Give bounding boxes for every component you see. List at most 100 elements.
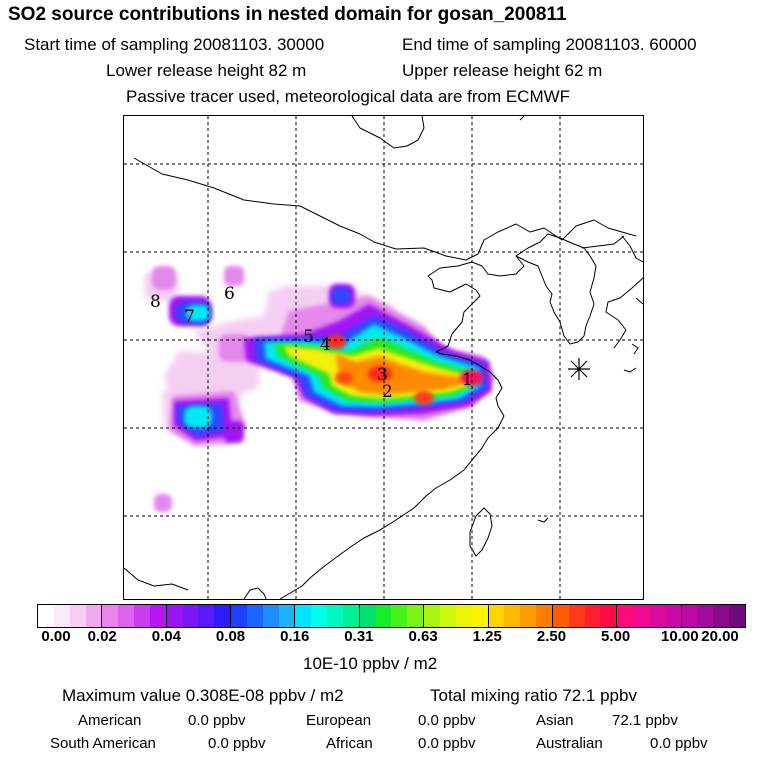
map-title: SO2 source contributions in nested domai… bbox=[8, 4, 567, 25]
legend-swatch bbox=[407, 605, 424, 627]
legend-swatch bbox=[375, 605, 392, 627]
source-label-1: 1 bbox=[462, 370, 473, 390]
legend-tick-label: 0.04 bbox=[151, 628, 181, 645]
legend-tick-label: 20.00 bbox=[701, 628, 739, 645]
tracer-note: Passive tracer used, meteorological data… bbox=[126, 87, 571, 106]
legend-swatch bbox=[102, 605, 119, 627]
source-label-5: 5 bbox=[303, 327, 314, 347]
coastline bbox=[124, 116, 643, 599]
legend-swatch bbox=[600, 605, 617, 627]
source-label-2: 2 bbox=[382, 382, 393, 402]
legend-interval bbox=[165, 605, 231, 627]
legend-interval bbox=[680, 605, 745, 627]
max-value: Maximum value 0.308E-08 ppbv / m2 bbox=[62, 686, 344, 705]
legend-interval bbox=[358, 605, 424, 627]
legend-swatch bbox=[295, 605, 312, 627]
legend-tick-label: 0.00 bbox=[41, 628, 71, 645]
legend-swatch bbox=[536, 605, 552, 627]
legend-tick-label: 0.63 bbox=[408, 628, 438, 645]
concentration-field bbox=[144, 266, 496, 512]
color-scale-legend bbox=[37, 604, 746, 628]
legend-swatch bbox=[633, 605, 649, 627]
legend-swatch bbox=[38, 605, 54, 627]
legend-interval bbox=[294, 605, 359, 627]
legend-interval bbox=[230, 605, 295, 627]
legend-swatch bbox=[455, 605, 472, 627]
legend-swatch bbox=[681, 605, 698, 627]
region-label-european: European bbox=[306, 712, 372, 729]
legend-swatch bbox=[440, 605, 456, 627]
legend-swatch bbox=[664, 605, 681, 627]
region-value-asian: 72.1 ppbv bbox=[612, 712, 678, 729]
legend-swatch bbox=[149, 605, 166, 627]
legend-swatch bbox=[182, 605, 199, 627]
legend-tick-label: 2.50 bbox=[536, 628, 567, 645]
legend-swatch bbox=[359, 605, 376, 627]
legend-swatch bbox=[504, 605, 521, 627]
legend-interval bbox=[38, 605, 102, 627]
region-value-american: 0.0 ppbv bbox=[188, 712, 246, 729]
region-value-european: 0.0 ppbv bbox=[418, 712, 476, 729]
source-label-7: 7 bbox=[184, 307, 195, 327]
legend-swatch bbox=[134, 605, 150, 627]
lower-release-height: Lower release height 82 m bbox=[106, 61, 307, 80]
legend-swatch bbox=[729, 605, 745, 627]
legend-swatch bbox=[69, 605, 86, 627]
upper-release-height: Upper release height 62 m bbox=[402, 61, 603, 80]
legend-interval bbox=[616, 605, 681, 627]
receptor-asterisk-icon bbox=[568, 358, 590, 380]
legend-swatch bbox=[231, 605, 247, 627]
legend-swatch bbox=[520, 605, 537, 627]
legend-swatch bbox=[327, 605, 343, 627]
legend-tick-label: 0.02 bbox=[87, 628, 117, 645]
legend-swatch bbox=[278, 605, 295, 627]
legend-swatch bbox=[198, 605, 215, 627]
legend-interval bbox=[423, 605, 488, 627]
legend-tick-label: 0.31 bbox=[344, 628, 374, 645]
legend-tick-label: 1.25 bbox=[472, 628, 502, 645]
legend-tick-label: 5.00 bbox=[601, 628, 631, 645]
legend-swatch bbox=[262, 605, 279, 627]
lat-lon-grid bbox=[124, 116, 643, 599]
total-mixing-ratio: Total mixing ratio 72.1 ppbv bbox=[430, 686, 637, 705]
source-label-3: 3 bbox=[377, 365, 388, 385]
source-label-4: 4 bbox=[320, 335, 331, 355]
legend-swatch bbox=[471, 605, 488, 627]
legend-interval bbox=[487, 605, 552, 627]
start-time: Start time of sampling 20081103. 30000 bbox=[24, 35, 325, 54]
legend-swatch bbox=[713, 605, 730, 627]
region-label-australian: Australian bbox=[536, 735, 603, 752]
legend-swatch bbox=[85, 605, 102, 627]
legend-tick-label: 0.08 bbox=[215, 628, 246, 645]
legend-swatch bbox=[424, 605, 440, 627]
legend-swatch bbox=[697, 605, 714, 627]
legend-swatch bbox=[53, 605, 70, 627]
region-label-african: African bbox=[326, 735, 373, 752]
map-canvas bbox=[124, 116, 643, 599]
region-label-south-american: South American bbox=[50, 735, 156, 752]
legend-swatch bbox=[246, 605, 263, 627]
legend-interval bbox=[101, 605, 166, 627]
region-value-australian: 0.0 ppbv bbox=[650, 735, 708, 752]
legend-unit: 10E-10 ppbv / m2 bbox=[303, 654, 438, 673]
legend-swatch bbox=[311, 605, 328, 627]
map-panel: 1 2 3 4 5 6 7 8 bbox=[123, 115, 644, 600]
legend-swatch bbox=[584, 605, 601, 627]
region-label-american: American bbox=[78, 712, 142, 729]
source-label-6: 6 bbox=[224, 284, 235, 304]
legend-swatch bbox=[617, 605, 634, 627]
legend-swatch bbox=[552, 605, 569, 627]
source-label-8: 8 bbox=[150, 292, 161, 312]
legend-tick-label: 10.00 bbox=[661, 628, 699, 645]
legend-swatch bbox=[342, 605, 359, 627]
legend-swatch bbox=[214, 605, 231, 627]
legend-swatch bbox=[391, 605, 408, 627]
end-time: End time of sampling 20081103. 60000 bbox=[402, 35, 697, 54]
region-value-south-american: 0.0 ppbv bbox=[208, 735, 266, 752]
region-value-african: 0.0 ppbv bbox=[418, 735, 476, 752]
region-label-asian: Asian bbox=[536, 712, 574, 729]
legend-swatch bbox=[166, 605, 183, 627]
legend-tick-label: 0.16 bbox=[280, 628, 310, 645]
legend-swatch bbox=[648, 605, 665, 627]
legend-interval bbox=[551, 605, 617, 627]
